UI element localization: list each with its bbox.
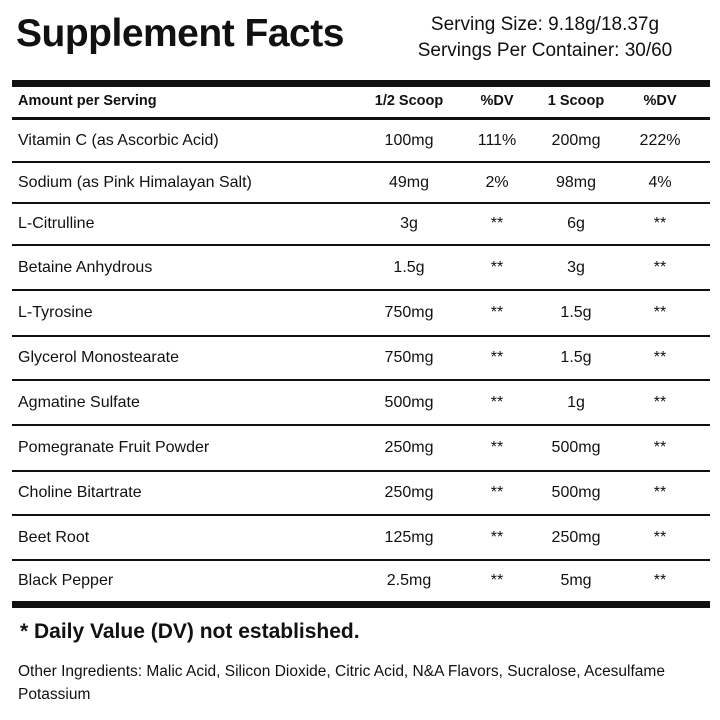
nutrient-value: 3g	[400, 215, 418, 232]
row-rule	[12, 202, 710, 204]
nutrient-value: **	[653, 258, 667, 276]
nutrient-value: 100mg	[384, 132, 434, 149]
nutrient-name: Beet Root	[18, 528, 90, 546]
nutrient-value: 500mg	[551, 484, 601, 501]
nutrient-value: 1.5g	[560, 304, 592, 321]
nutrient-value: **	[490, 484, 504, 501]
row-rule	[12, 470, 710, 472]
nutrient-name: Vitamin C (as Ascorbic Acid)	[18, 132, 219, 149]
nutrient-name: Choline Bitartrate	[18, 484, 142, 501]
nutrient-value: **	[490, 393, 504, 411]
nutrient-value: **	[653, 439, 667, 456]
column-header: %DV	[643, 93, 677, 109]
nutrient-value: **	[490, 528, 504, 546]
row-rule	[12, 335, 710, 337]
nutrient-name: L-Citrulline	[18, 215, 95, 232]
other-ingredients: Other Ingredients: Malic Acid, Silicon D…	[18, 663, 665, 703]
nutrient-name: Sodium (as Pink Himalayan Salt)	[18, 173, 252, 191]
nutrient-value: 222%	[639, 132, 681, 149]
column-header: 1 Scoop	[547, 93, 605, 109]
nutrient-value: 2.5mg	[386, 571, 432, 589]
title: Supplement Facts	[16, 12, 344, 55]
nutrient-value: **	[653, 393, 667, 411]
column-header: 1/2 Scoop	[374, 93, 444, 109]
column-header: Amount per Serving	[18, 93, 157, 109]
column-header: %DV	[480, 93, 514, 109]
nutrient-value: 500mg	[384, 393, 434, 411]
nutrient-value: **	[653, 304, 667, 321]
thick-rule	[12, 80, 710, 87]
nutrient-value: 1.5g	[560, 349, 592, 366]
nutrient-value: 6g	[567, 215, 585, 232]
nutrient-value: 200mg	[551, 132, 601, 149]
serving-size: Serving Size: 9.18g/18.37g	[430, 14, 660, 35]
nutrient-value: 4%	[648, 173, 672, 191]
row-rule	[12, 424, 710, 426]
nutrient-value: 500mg	[551, 439, 601, 456]
nutrient-value: 2%	[485, 173, 509, 191]
footnote: * Daily Value (DV) not established.	[20, 620, 360, 643]
nutrient-value: **	[490, 439, 504, 456]
nutrient-value: 5mg	[560, 571, 592, 589]
nutrient-value: 1.5g	[393, 258, 425, 276]
nutrient-name: Black Pepper	[18, 571, 114, 589]
thick-rule	[12, 601, 710, 608]
nutrient-value: 250mg	[384, 439, 434, 456]
row-rule	[12, 514, 710, 516]
nutrient-value: 3g	[567, 258, 585, 276]
row-rule	[12, 289, 710, 291]
nutrient-value: **	[490, 258, 504, 276]
row-rule	[12, 559, 710, 561]
row-rule	[12, 379, 710, 381]
nutrient-value: **	[490, 215, 504, 232]
nutrient-name: Pomegranate Fruit Powder	[18, 439, 210, 456]
nutrient-value: **	[653, 349, 667, 366]
nutrient-name: Betaine Anhydrous	[18, 258, 153, 276]
nutrient-name: Glycerol Monostearate	[18, 349, 179, 366]
nutrient-value: **	[490, 349, 504, 366]
nutrient-value: 250mg	[384, 484, 434, 501]
nutrient-value: **	[653, 528, 667, 546]
header-rule	[12, 117, 710, 120]
nutrient-value: **	[653, 571, 667, 589]
row-rule	[12, 244, 710, 246]
nutrient-value: 125mg	[384, 528, 434, 546]
nutrient-value: 750mg	[384, 304, 434, 321]
nutrient-value: **	[490, 571, 504, 589]
nutrient-name: Agmatine Sulfate	[18, 393, 140, 411]
nutrient-value: 750mg	[384, 349, 434, 366]
nutrient-name: L-Tyrosine	[18, 304, 93, 321]
nutrient-value: 1g	[567, 393, 585, 411]
nutrient-value: **	[653, 484, 667, 501]
nutrient-value: 98mg	[555, 173, 597, 191]
nutrient-value: 111%	[477, 132, 517, 149]
nutrient-value: 250mg	[551, 528, 601, 546]
nutrient-value: **	[653, 215, 667, 232]
servings-per-container: Servings Per Container: 30/60	[417, 40, 673, 61]
nutrient-value: **	[490, 304, 504, 321]
row-rule	[12, 161, 710, 163]
nutrient-value: 49mg	[388, 173, 430, 191]
